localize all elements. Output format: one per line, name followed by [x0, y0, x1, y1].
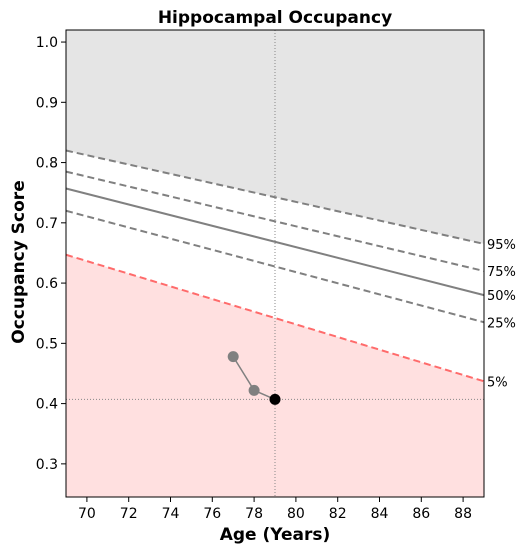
y-tick-label-7: 1.0	[36, 35, 58, 51]
x-tick-label-76: 76	[203, 506, 221, 522]
x-axis-label: Age (Years)	[220, 525, 331, 545]
percentile-label-5: 5%	[487, 375, 508, 390]
percentile-label-75: 75%	[487, 265, 516, 280]
data-point-1	[227, 351, 239, 363]
x-tick-label-78: 78	[245, 506, 263, 522]
upper-shaded-region	[66, 30, 484, 244]
x-ticks: 70 72 74 76 78 80 82 84 86 88	[78, 497, 472, 522]
y-tick-label-2: 0.5	[36, 336, 58, 352]
x-tick-label-88: 88	[454, 506, 472, 522]
y-tick-label-0: 0.3	[36, 457, 58, 473]
data-point-2	[248, 384, 260, 396]
x-tick-label-80: 80	[287, 506, 305, 522]
percentile-line-25	[65, 209, 485, 324]
subject-series	[227, 351, 281, 405]
x-tick-label-72: 72	[120, 506, 138, 522]
y-axis-label: Occupancy Score	[9, 180, 29, 343]
axes	[65, 29, 485, 498]
y-tick-label-1: 0.4	[36, 397, 58, 413]
percentile-lines	[65, 149, 485, 383]
percentile-line-5	[65, 253, 485, 383]
x-tick-label-86: 86	[412, 506, 430, 522]
data-point-3	[269, 393, 281, 405]
percentile-line-50	[65, 187, 485, 297]
plot-frame	[65, 29, 485, 498]
y-ticks: 0.3 0.4 0.5 0.6 0.7 0.8 0.9 1.0	[36, 35, 66, 473]
reference-lines	[66, 30, 484, 497]
y-tick-label-4: 0.7	[36, 216, 58, 232]
percentile-line-75	[65, 170, 485, 273]
y-tick-label-3: 0.6	[36, 276, 58, 292]
y-tick-label-6: 0.9	[36, 95, 58, 111]
percentile-label-50: 50%	[487, 289, 516, 304]
chart-title: Hippocampal Occupancy	[158, 8, 392, 28]
percentile-labels: 95% 75% 50% 25% 5%	[487, 238, 516, 390]
x-tick-label-74: 74	[162, 506, 180, 522]
y-tick-label-5: 0.8	[36, 156, 58, 172]
percentile-label-25: 25%	[487, 316, 516, 331]
x-tick-label-82: 82	[329, 506, 347, 522]
x-tick-label-84: 84	[371, 506, 389, 522]
percentile-label-95: 95%	[487, 238, 516, 253]
percentile-line-95	[65, 149, 485, 245]
x-tick-label-70: 70	[78, 506, 96, 522]
